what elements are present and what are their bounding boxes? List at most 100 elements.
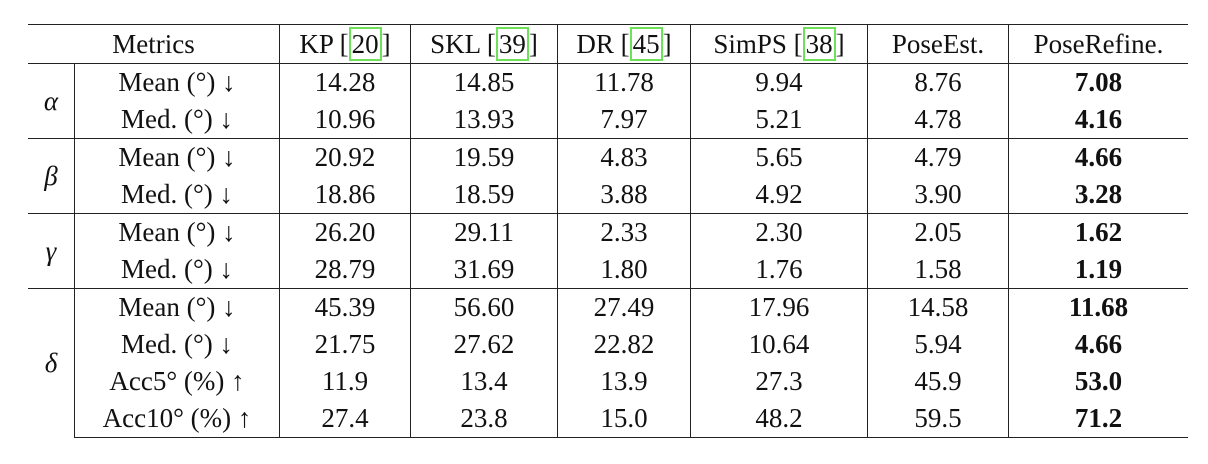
- table-cell: 4.92: [690, 176, 868, 214]
- table-cell: 11.68: [1008, 288, 1188, 326]
- header-method: DR [45]: [557, 24, 691, 64]
- citation-link[interactable]: 45: [629, 26, 663, 61]
- table-body: α Mean (°) ↓ 14.28 14.85 11.78 9.94 8.76 7.08 Me…: [28, 63, 1188, 438]
- metric-label: Mean (°) ↓: [74, 288, 280, 326]
- table-cell: 29.11: [410, 213, 558, 251]
- table-cell: 31.69: [410, 251, 558, 289]
- group-symbol: γ: [28, 213, 75, 289]
- table-cell: 27.4: [279, 400, 411, 438]
- table-cell: 1.76: [690, 251, 868, 289]
- table-cell: 56.60: [410, 288, 558, 326]
- table-cell: 23.8: [410, 400, 558, 438]
- citation-link[interactable]: 39: [495, 26, 529, 61]
- metric-label: Acc5° (%) ↑: [74, 363, 280, 400]
- table-row: Med. (°) ↓ 10.96 13.93 7.97 5.21 4.78 4.16: [28, 101, 1188, 139]
- bracket: ]: [528, 28, 538, 59]
- metric-label: Med. (°) ↓: [74, 326, 280, 363]
- metric-label: Med. (°) ↓: [74, 251, 280, 289]
- header-method: PoseRefine.: [1008, 24, 1188, 64]
- table-cell: 27.3: [690, 363, 868, 400]
- table-cell: 2.33: [557, 213, 691, 251]
- table-row: Acc5° (%) ↑ 11.9 13.4 13.9 27.3 45.9 53.0: [28, 363, 1188, 400]
- table-cell: 7.97: [557, 101, 691, 139]
- table-cell: 11.9: [279, 363, 411, 400]
- table-cell: 3.88: [557, 176, 691, 214]
- table-cell: 1.58: [867, 251, 1009, 289]
- table-cell: 4.83: [557, 138, 691, 176]
- header-method: PoseEst.: [867, 24, 1009, 64]
- bracket: ]: [662, 28, 672, 59]
- table-cell: 48.2: [690, 400, 868, 438]
- table-cell: 2.30: [690, 213, 868, 251]
- table-cell: 10.96: [279, 101, 411, 139]
- method-name: DR [: [576, 28, 630, 59]
- table-cell: 14.58: [867, 288, 1009, 326]
- group-symbol: β: [28, 138, 75, 214]
- table-cell: 5.65: [690, 138, 868, 176]
- method-name: SimPS [: [713, 28, 803, 59]
- table-cell: 1.80: [557, 251, 691, 289]
- table-cell: 28.79: [279, 251, 411, 289]
- header-method: SimPS [38]: [690, 24, 868, 64]
- table-cell: 27.49: [557, 288, 691, 326]
- table-cell: 20.92: [279, 138, 411, 176]
- header-row: Metrics KP [20] SKL [39] DR [45] SimPS […: [28, 24, 1188, 64]
- header-metrics: Metrics: [28, 24, 280, 64]
- table-cell: 2.05: [867, 213, 1009, 251]
- table-cell: 3.28: [1074, 179, 1123, 209]
- table-cell: 13.4: [410, 363, 558, 400]
- method-name: SKL [: [430, 28, 496, 59]
- table-cell: 21.75: [279, 326, 411, 363]
- header-method: KP [20]: [279, 24, 411, 64]
- table-cell: 22.82: [557, 326, 691, 363]
- table-row: Acc10° (%) ↑ 27.4 23.8 15.0 48.2 59.5 71.2: [28, 400, 1188, 438]
- table-cell: 18.86: [279, 176, 411, 214]
- table-cell: 15.0: [557, 400, 691, 438]
- metric-label: Mean (°) ↓: [74, 138, 280, 176]
- table-cell: 19.59: [410, 138, 558, 176]
- table-cell: 4.66: [1074, 329, 1123, 359]
- table-cell: 1.62: [1008, 213, 1188, 251]
- table-row: δ Mean (°) ↓ 45.39 56.60 27.49 17.96 14.58 11.6…: [28, 288, 1188, 438]
- citation-link[interactable]: 38: [802, 26, 836, 61]
- bracket: ]: [381, 28, 391, 59]
- table-cell: 13.93: [410, 101, 558, 139]
- table-cell: 18.59: [410, 176, 558, 214]
- table-cell: 14.28: [279, 63, 411, 101]
- metric-label: Mean (°) ↓: [74, 213, 280, 251]
- metric-label: Acc10° (%) ↑: [74, 400, 280, 438]
- table-cell: 10.64: [690, 326, 868, 363]
- table-cell: 45.9: [867, 363, 1009, 400]
- table-cell: 3.90: [867, 176, 1009, 214]
- table-cell: 45.39: [279, 288, 411, 326]
- group-symbol: α: [28, 63, 75, 139]
- table-cell: 27.62: [410, 326, 558, 363]
- table-row: Med. (°) ↓ 18.86 18.59 3.88 4.92 3.90 3.28: [28, 176, 1188, 214]
- table-cell: 5.21: [690, 101, 868, 139]
- table-row: β Mean (°) ↓ 20.92 19.59 4.83 5.65 4.79 4.66: [28, 138, 1188, 214]
- method-name: KP [: [299, 28, 349, 59]
- table-cell: 11.78: [557, 63, 691, 101]
- table-cell: 9.94: [690, 63, 868, 101]
- table-row: Med. (°) ↓ 21.75 27.62 22.82 10.64 5.94 4.66: [28, 326, 1188, 363]
- table-cell: 4.78: [867, 101, 1009, 139]
- table-cell: 13.9: [557, 363, 691, 400]
- table-cell: 17.96: [690, 288, 868, 326]
- table-cell: 4.79: [867, 138, 1009, 176]
- table-cell: 59.5: [867, 400, 1009, 438]
- table-cell: 26.20: [279, 213, 411, 251]
- header-method: SKL [39]: [410, 24, 558, 64]
- bracket: ]: [835, 28, 845, 59]
- group-symbol: δ: [28, 288, 75, 438]
- table-cell: 1.19: [1074, 254, 1123, 284]
- table-cell: 4.66: [1008, 138, 1188, 176]
- citation-link[interactable]: 20: [348, 26, 382, 61]
- table-row: γ Mean (°) ↓ 26.20 29.11 2.33 2.30 2.05 1.62: [28, 213, 1188, 289]
- table-cell: 53.0: [1074, 366, 1123, 396]
- table-cell: 8.76: [867, 63, 1009, 101]
- table-row: α Mean (°) ↓ 14.28 14.85 11.78 9.94 8.76 7.08: [28, 63, 1188, 139]
- table-cell: 4.16: [1074, 104, 1123, 134]
- table-cell: 14.85: [410, 63, 558, 101]
- table-cell: 71.2: [1008, 400, 1188, 438]
- table-row: Med. (°) ↓ 28.79 31.69 1.80 1.76 1.58 1.19: [28, 251, 1188, 289]
